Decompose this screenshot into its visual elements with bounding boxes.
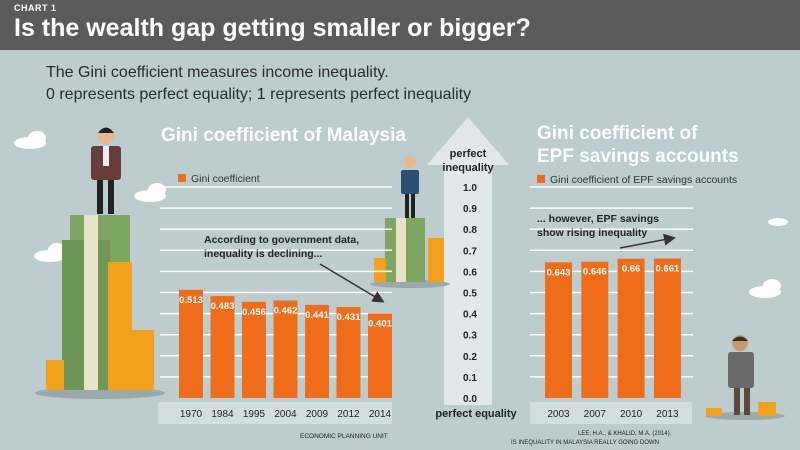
bar-value-label: 0.401 (368, 318, 392, 329)
annotation-epf-line1: ... however, EPF savings (537, 213, 659, 225)
annotation-epf-line2: show rising inequality (537, 227, 647, 239)
y-tick-label: 0.5 (463, 289, 477, 300)
bar-value-label: 0.431 (337, 312, 361, 323)
y-tick-label: 0.1 (463, 373, 477, 384)
bar-value-label: 0.643 (547, 267, 571, 278)
bar (305, 304, 329, 398)
bar-value-label: 0.513 (179, 295, 203, 306)
category-band-malaysia (158, 402, 392, 424)
source-epf-line1: LEE, H.A., & KHALID, M.A. (2014). (578, 431, 672, 437)
bar-value-label: 0.661 (656, 264, 680, 275)
bar (242, 301, 266, 398)
legend-swatch (178, 174, 186, 182)
scale-top-label-1: perfect (450, 148, 487, 160)
bar-value-label: 0.646 (583, 267, 607, 278)
bar-value-label: 0.483 (211, 301, 235, 312)
category-band-epf (530, 402, 692, 424)
x-tick-label: 2007 (584, 409, 607, 420)
chart-number-label: CHART 1 (14, 3, 57, 13)
bar (368, 313, 392, 398)
bar (336, 307, 361, 398)
bar (545, 262, 572, 398)
man-illustration (401, 156, 419, 218)
annotation-malaysia-line2: inequality is declining... (204, 248, 323, 260)
x-tick-label: 2003 (547, 409, 570, 420)
y-tick-label: 0.2 (463, 352, 477, 363)
bar (210, 296, 235, 398)
bar (273, 300, 298, 398)
legend-label-epf: Gini coefficient of EPF savings accounts (550, 174, 737, 186)
cloud-icon (14, 131, 788, 298)
page-title: Is the wealth gap getting smaller or big… (14, 14, 531, 42)
y-tick-label: 0.0 (463, 394, 477, 405)
x-tick-label: 2010 (620, 409, 643, 420)
x-tick-label: 2013 (656, 409, 679, 420)
bar-value-label: 0.441 (305, 310, 329, 321)
header-bar: CHART 1 Is the wealth gap getting smalle… (0, 0, 800, 50)
chart-title-epf-line2: EPF savings accounts (537, 146, 739, 167)
annotation-malaysia-line1: According to government data, (204, 234, 359, 246)
x-tick-label: 1970 (180, 409, 203, 420)
bar-value-label: 0.456 (242, 307, 266, 318)
bar-value-label: 0.462 (274, 306, 298, 317)
trend-arrow-up (619, 233, 676, 249)
bar (581, 261, 609, 398)
x-tick-label: 2009 (306, 409, 329, 420)
x-tick-label: 2004 (274, 409, 297, 420)
y-tick-label: 0.8 (463, 225, 477, 236)
scale-bottom-label: perfect equality (435, 408, 517, 420)
intro-line-1: The Gini coefficient measures income ine… (46, 64, 389, 81)
bar (653, 258, 681, 398)
x-tick-label: 2014 (369, 409, 392, 420)
bar (617, 258, 645, 398)
poor-man-illustration (705, 335, 785, 420)
y-tick-label: 0.7 (463, 246, 477, 257)
chart-title-epf-line1: Gini coefficient of (537, 123, 698, 144)
scale-top-label-2: inequality (442, 162, 494, 174)
x-tick-label: 1984 (211, 409, 234, 420)
source-epf-line2: IS INEQUALITY IN MALAYSIA REALLY GOING D… (511, 440, 659, 446)
y-tick-label: 0.9 (463, 204, 477, 215)
x-tick-label: 2012 (337, 409, 360, 420)
y-tick-label: 0.4 (463, 310, 477, 321)
source-malaysia: ECONOMIC PLANNING UNIT (300, 433, 388, 440)
scale-arrow (427, 117, 509, 405)
legend-swatch (537, 175, 545, 183)
x-tick-label: 1995 (243, 409, 266, 420)
y-tick-label: 0.3 (463, 331, 477, 342)
bar (179, 289, 203, 398)
y-tick-label: 0.6 (463, 267, 477, 278)
bar-value-label: 0.66 (622, 264, 641, 275)
chart-title-malaysia: Gini coefficient of Malaysia (161, 125, 406, 146)
trend-arrow-down (319, 263, 385, 303)
legend-label-malaysia: Gini coefficient (191, 173, 260, 185)
intro-line-2: 0 represents perfect equality; 1 represe… (46, 86, 472, 103)
businessman-illustration (91, 127, 121, 214)
money-stack-illustration (35, 215, 165, 399)
y-tick-label: 1.0 (463, 183, 477, 194)
